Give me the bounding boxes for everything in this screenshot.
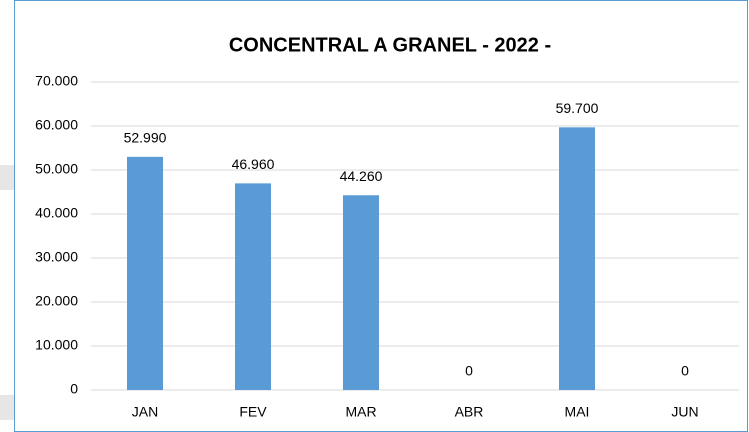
data-label: 52.990 [124,130,167,146]
chart-title: CONCENTRAL A GRANEL - 2022 - [229,34,551,56]
bar [127,156,163,390]
chart-frame [14,0,748,432]
data-label: 46.960 [232,156,275,172]
data-label: 0 [681,363,689,379]
y-tick-label: 70.000 [35,73,78,89]
y-tick-label: 10.000 [35,337,78,353]
bar [343,195,379,390]
y-tick-label: 40.000 [35,205,78,221]
y-tick-label: 20.000 [35,293,78,309]
data-label: 44.260 [340,168,383,184]
x-tick-label: MAR [345,404,376,420]
bar [235,183,271,390]
x-tick-label: JUN [671,404,698,420]
x-tick-label: FEV [239,404,267,420]
data-label: 59.700 [556,100,599,116]
x-tick-label: ABR [455,404,484,420]
y-tick-label: 50.000 [35,161,78,177]
y-tick-label: 0 [70,381,78,397]
bar [559,127,595,390]
data-label: 0 [465,363,473,379]
background-patch [0,395,14,420]
x-tick-label: MAI [565,404,590,420]
y-tick-label: 60.000 [35,117,78,133]
y-tick-label: 30.000 [35,249,78,265]
x-tick-label: JAN [132,404,158,420]
background-patch [0,165,14,190]
